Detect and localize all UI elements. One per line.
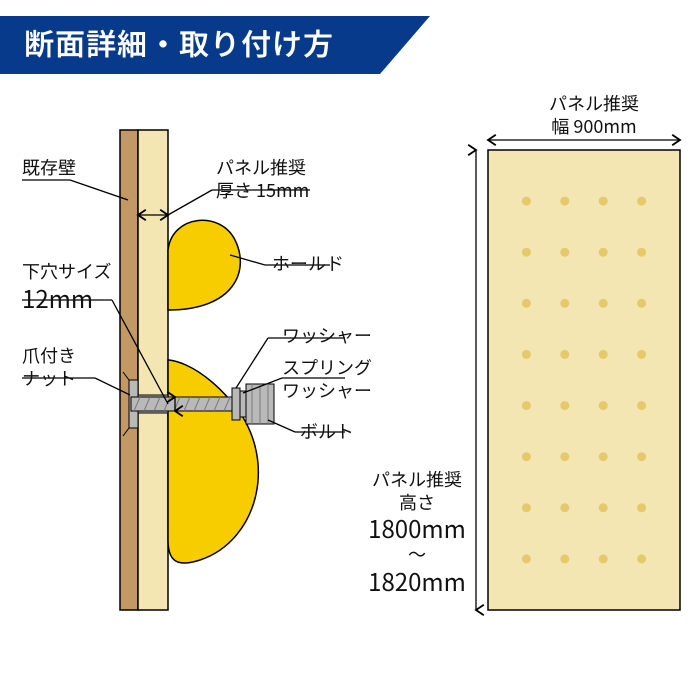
label-panel-height: パネル推奨 高さ 1800mm 〜 1820mm	[362, 468, 472, 596]
label-panel-width: パネル推奨 幅 900mm	[534, 92, 654, 137]
label-spring-washer: スプリング ワッシャー	[282, 356, 372, 401]
label-hold: ホールド	[272, 252, 344, 275]
panel-front	[476, 140, 680, 610]
label-washer: ワッシャー	[282, 324, 372, 347]
label-pilot-hole: 下穴サイズ 12mm	[22, 260, 111, 313]
label-panel-thickness: パネル推奨 厚さ 15mm	[216, 156, 309, 201]
label-existing-wall: 既存壁	[22, 156, 76, 179]
label-bolt: ボルト	[300, 420, 354, 443]
label-tnut: 爪付き ナット	[22, 344, 76, 389]
